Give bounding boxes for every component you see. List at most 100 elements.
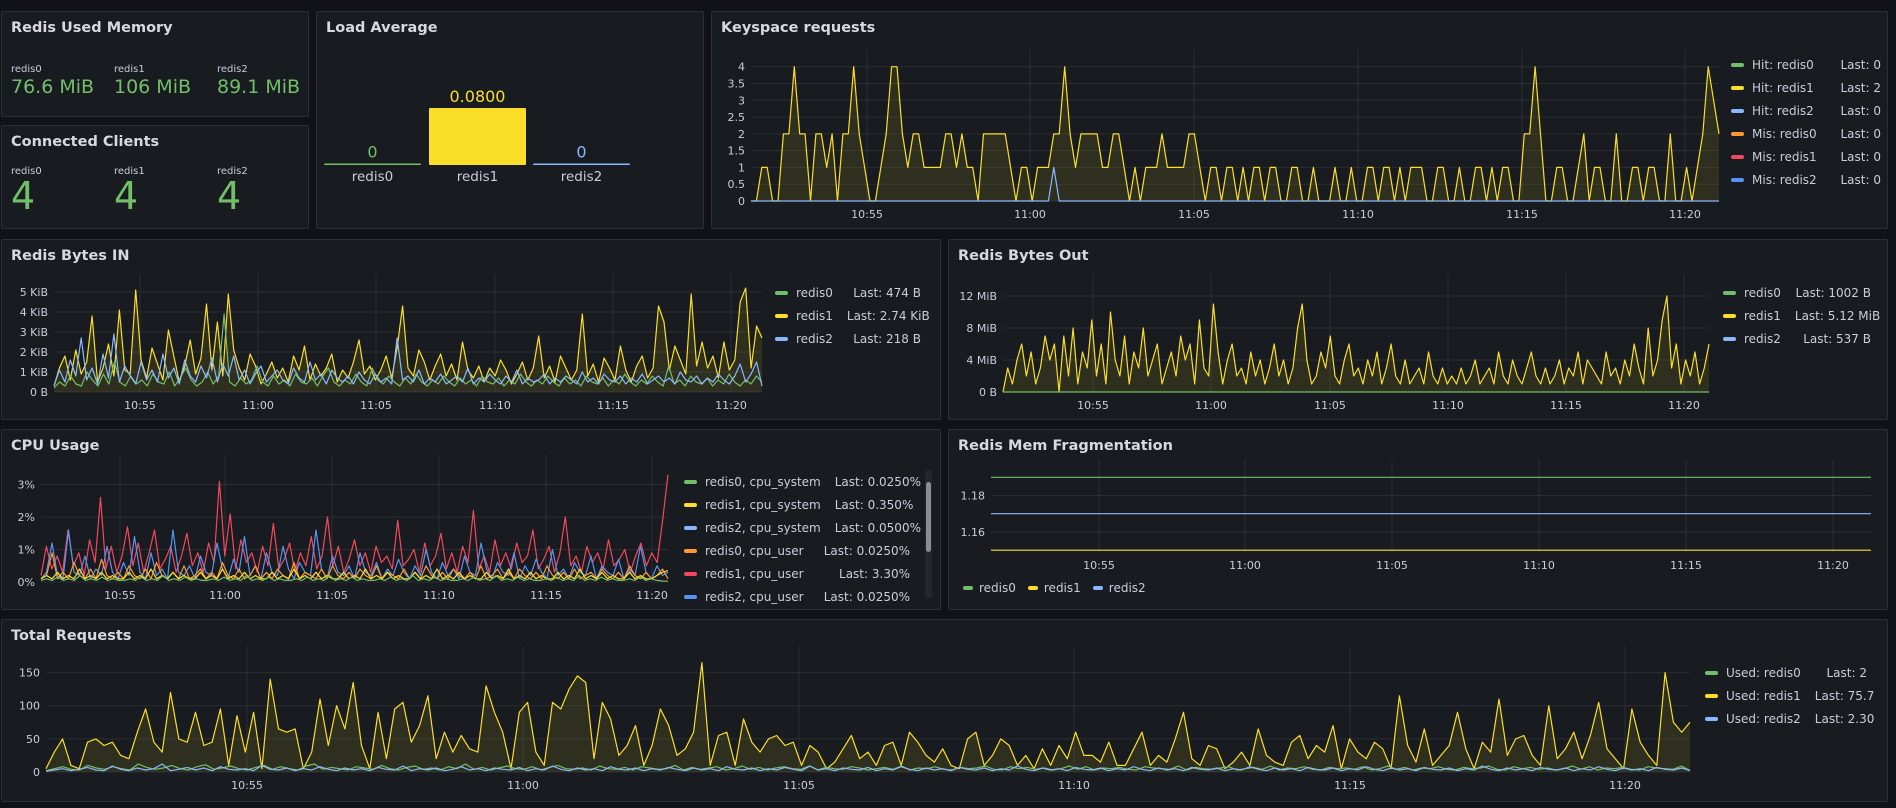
legend-item[interactable]: Mis: redis0 Last: 0 — [1731, 122, 1881, 145]
legend-swatch — [1092, 586, 1103, 590]
series-line-blue — [53, 333, 763, 387]
legend-name: redis2, cpu_user — [705, 589, 804, 604]
x-tick-label: 11:20 — [1668, 399, 1700, 412]
legend-name: redis2 — [796, 331, 833, 346]
stat-redis0: redis0 76.6 MiB — [11, 64, 94, 97]
panel-load-average: Load Average 0 redis0 0.0800 redis1 0 redis2 — [316, 11, 704, 229]
series-line-blue — [751, 166, 1719, 202]
legend-item[interactable]: Used: redis1 Last: 75.7 — [1705, 684, 1874, 707]
keyspace-chart: 0 0.5 1 1.5 2 2.5 3 3.5 4 10:55 11:00 11:05 11:10 11:… — [728, 50, 1720, 221]
panel-connected-clients: Connected Clients redis0 4 redis1 4 redi… — [1, 125, 309, 229]
series-area — [1003, 296, 1709, 392]
x-tick-label: 11:00 — [1195, 399, 1227, 412]
legend-last-value: Last: 537 B — [1803, 331, 1871, 346]
bar-name-label: redis1 — [457, 169, 499, 185]
scrollbar-thumb[interactable] — [926, 482, 931, 552]
x-tick-label: 11:00 — [1229, 559, 1261, 572]
panel-title[interactable]: Keyspace requests — [721, 20, 876, 36]
legend-name: redis1, cpu_system — [705, 497, 821, 512]
legend-swatch — [1705, 716, 1718, 721]
legend-swatch — [684, 594, 697, 599]
y-tick-label: 0.5 — [728, 178, 746, 191]
panel-title[interactable]: Load Average — [326, 20, 438, 36]
stat-label: redis1 — [114, 166, 145, 177]
legend-last-value: Last: 2.30 — [1814, 711, 1875, 726]
panel-title[interactable]: Redis Bytes IN — [11, 248, 130, 264]
legend-last-value: Last: 3.30% — [839, 566, 910, 581]
bytes-in-chart: 0 B 1 KiB 2 KiB 3 KiB 4 KiB 5 KiB 10:55 11:00 11… — [20, 274, 763, 412]
legend-item[interactable]: redis2, cpu_system Last: 0.0500% — [684, 516, 921, 539]
y-tick-label: 3% — [18, 479, 35, 492]
legend-swatch — [1731, 108, 1744, 113]
legend-item[interactable]: redis2 Last: 537 B — [1723, 327, 1871, 350]
legend-last-value: Last: 0.350% — [834, 497, 914, 512]
series-line-yellow — [45, 662, 1691, 770]
legend-last-value: Last: 75.7 — [1814, 688, 1875, 703]
legend-item[interactable]: redis1 — [1027, 581, 1081, 595]
legend-item[interactable]: redis1 Last: 2.74 KiB — [775, 304, 930, 327]
panel-mem-fragmentation: Redis Mem Fragmentation 1.16 1.18 10:55 11:… — [948, 429, 1888, 610]
x-tick-label: 11:15 — [597, 399, 629, 412]
x-tick-label: 11:15 — [1550, 399, 1582, 412]
x-tick-label: 11:20 — [1817, 559, 1849, 572]
legend-item[interactable]: redis1, cpu_system Last: 0.350% — [684, 493, 913, 516]
bar-name-label: redis2 — [561, 169, 603, 185]
panel-title[interactable]: Total Requests — [11, 628, 132, 644]
legend-item[interactable]: redis0 Last: 474 B — [775, 281, 921, 304]
legend-item[interactable]: Hit: redis2 Last: 0 — [1731, 99, 1881, 122]
legend-item[interactable]: Used: redis2 Last: 2.30 — [1705, 707, 1874, 730]
legend-item[interactable]: redis0, cpu_system Last: 0.0250% — [684, 470, 921, 493]
total-requests-chart: 0 50 100 150 10:55 11:00 11:05 11:10 11:15 11:20 — [19, 646, 1691, 792]
legend-item[interactable]: redis1, cpu_user Last: 3.30% — [684, 562, 910, 585]
legend-item[interactable]: redis0 — [963, 581, 1016, 595]
legend-swatch — [1731, 62, 1744, 67]
chart-legend: redis0 redis1 redis2 — [963, 581, 1158, 595]
x-tick-label: 11:00 — [1014, 208, 1046, 221]
legend-item[interactable]: redis1 Last: 5.12 MiB — [1723, 304, 1880, 327]
legend-item[interactable]: redis0 Last: 1002 B — [1723, 281, 1871, 304]
series-line-red — [40, 474, 669, 577]
stat-label: redis0 — [11, 166, 42, 177]
legend-item[interactable]: Hit: redis1 Last: 2 — [1731, 76, 1881, 99]
panel-title[interactable]: Redis Mem Fragmentation — [958, 438, 1173, 454]
y-tick-label: 4 — [738, 61, 745, 74]
legend-scrollbar[interactable] — [925, 470, 932, 598]
series-line-yellow — [53, 287, 763, 387]
legend-swatch — [684, 479, 697, 484]
panel-title[interactable]: Redis Used Memory — [11, 20, 173, 36]
legend-item[interactable]: Used: redis0 Last: 2 — [1705, 661, 1867, 684]
legend-swatch — [775, 313, 788, 318]
legend-item[interactable]: redis2 Last: 218 B — [775, 327, 921, 350]
legend-item[interactable]: Mis: redis1 Last: 0 — [1731, 145, 1881, 168]
y-tick-label: 3.5 — [728, 78, 746, 91]
legend-name: Hit: redis2 — [1752, 103, 1814, 118]
panel-bytes-in: Redis Bytes IN 0 B 1 KiB 2 KiB 3 KiB 4 KiB 5 … — [1, 239, 941, 420]
bar-value-label: 0.0800 — [450, 87, 506, 106]
legend-item[interactable]: redis2, cpu_user Last: 0.0250% — [684, 585, 910, 608]
legend-item[interactable]: Hit: redis0 Last: 0 — [1731, 53, 1881, 76]
stat-value: 4 — [114, 174, 139, 218]
legend-swatch — [775, 290, 788, 295]
x-tick-label: 11:05 — [783, 779, 815, 792]
legend-item[interactable]: Mis: redis2 Last: 0 — [1731, 168, 1881, 191]
y-tick-label: 0 B — [979, 386, 997, 399]
legend-name: redis0 — [1744, 285, 1781, 300]
legend-last-value: Last: 0 — [1840, 103, 1882, 118]
stat-redis2: redis2 4 — [217, 166, 248, 215]
x-tick-label: 11:10 — [1342, 208, 1374, 221]
stat-value: 76.6 MiB — [11, 76, 95, 98]
legend-last-value: Last: 2.74 KiB — [846, 308, 930, 323]
panel-title[interactable]: Connected Clients — [11, 134, 160, 150]
legend-item[interactable]: redis0, cpu_user Last: 0.0250% — [684, 539, 910, 562]
panel-title[interactable]: Redis Bytes Out — [958, 248, 1089, 264]
y-tick-label: 12 MiB — [959, 290, 997, 303]
chart-legend: Used: redis0 Last: 2 Used: redis1 Last: 75.… — [1705, 661, 1874, 730]
stat-label: redis0 — [11, 64, 42, 75]
legend-name: redis2, cpu_system — [705, 520, 821, 535]
y-tick-label: 0 — [738, 195, 745, 208]
y-tick-label: 100 — [19, 700, 40, 713]
panel-title[interactable]: CPU Usage — [11, 438, 100, 454]
legend-item[interactable]: redis2 — [1092, 581, 1146, 595]
legend-swatch — [1731, 154, 1744, 159]
